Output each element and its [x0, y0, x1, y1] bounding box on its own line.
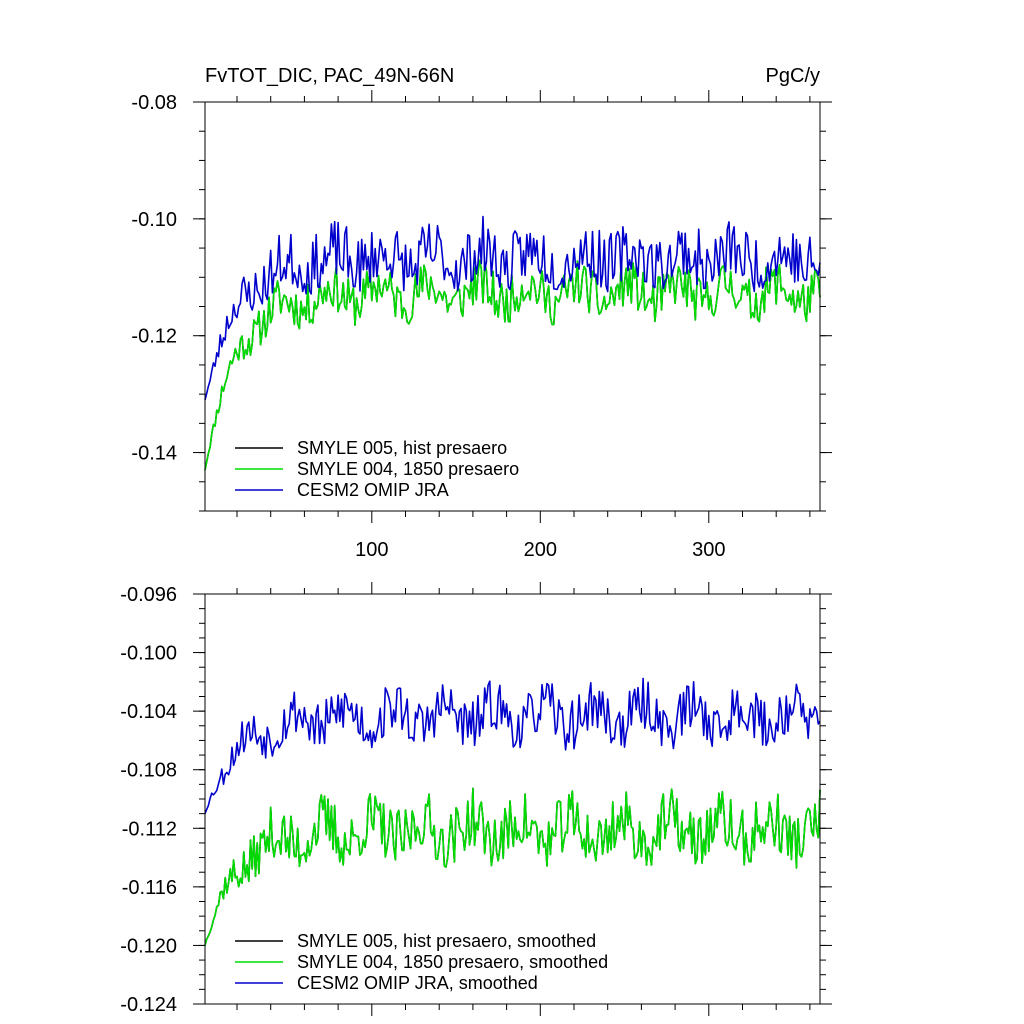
chart-bottom-ytick-labels: -0.096 -0.100 -0.104 -0.108 -0.112 -0.11…	[120, 584, 177, 1016]
legend-label-series-3: CESM2 OMIP JRA	[297, 480, 449, 500]
chart-top-series	[204, 215, 821, 471]
ytick-label: -0.12	[131, 326, 177, 348]
ytick-label: -0.14	[131, 443, 177, 465]
ytick-label: -0.112	[122, 818, 177, 840]
ytick-label: -0.08	[131, 92, 177, 114]
ytick-label: -0.096	[120, 584, 177, 606]
legend-label-series-2: SMYLE 004, 1850 presaero	[297, 459, 519, 479]
chart-top-ytick-labels: -0.08 -0.10 -0.12 -0.14	[131, 92, 177, 465]
ytick-label: -0.10	[131, 209, 177, 231]
chart-bottom-legend: SMYLE 005, hist presaero, smoothed SMYLE…	[235, 931, 608, 993]
series-line-3	[204, 215, 821, 401]
xtick-label: 300	[692, 539, 725, 561]
chart-top-title: FvTOT_DIC, PAC_49N-66N	[205, 65, 454, 87]
ytick-label: -0.108	[120, 760, 177, 782]
chart-top-units: PgC/y	[766, 65, 820, 87]
series-line-2	[204, 259, 821, 471]
chart-top-legend: SMYLE 005, hist presaero SMYLE 004, 1850…	[235, 438, 519, 500]
legend-label-series-1: SMYLE 005, hist presaero, smoothed	[297, 931, 596, 951]
xtick-label: 100	[355, 539, 388, 561]
chart-top: FvTOT_DIC, PAC_49N-66N PgC/y -0.08 -0.10…	[131, 65, 832, 561]
ytick-label: -0.104	[120, 701, 177, 723]
series-line-2	[204, 787, 821, 946]
legend-label-series-2: SMYLE 004, 1850 presaero, smoothed	[297, 952, 608, 972]
chart-bottom-series	[204, 677, 821, 946]
series-line-1	[204, 787, 821, 946]
chart-bottom: -0.096 -0.100 -0.104 -0.108 -0.112 -0.11…	[120, 582, 832, 1016]
chart-bottom-plot-frame	[204, 593, 821, 1005]
chart-bottom-ticks	[193, 582, 832, 1016]
ytick-label: -0.100	[120, 643, 177, 665]
chart-top-ticks	[193, 90, 832, 523]
legend-label-series-3: CESM2 OMIP JRA, smoothed	[297, 973, 538, 993]
legend-label-series-1: SMYLE 005, hist presaero	[297, 438, 507, 458]
series-line-3	[204, 677, 821, 814]
chart-top-xtick-labels: 100 200 300	[355, 539, 725, 561]
xtick-label: 200	[524, 539, 557, 561]
ytick-label: -0.120	[120, 935, 177, 957]
ytick-label: -0.116	[122, 877, 177, 899]
ytick-label: -0.124	[120, 994, 177, 1016]
chart-top-plot-frame	[204, 101, 821, 512]
